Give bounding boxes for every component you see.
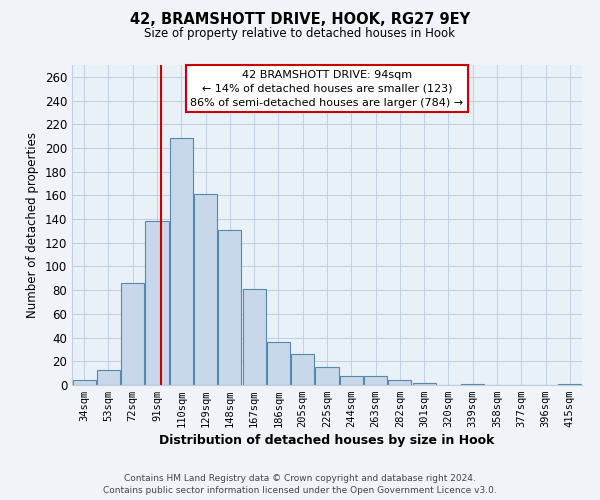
Text: 42, BRAMSHOTT DRIVE, HOOK, RG27 9EY: 42, BRAMSHOTT DRIVE, HOOK, RG27 9EY: [130, 12, 470, 28]
Bar: [267, 342, 290, 385]
Bar: [73, 380, 95, 385]
Bar: [121, 283, 144, 385]
Y-axis label: Number of detached properties: Number of detached properties: [26, 132, 39, 318]
Bar: [194, 194, 217, 385]
Bar: [218, 230, 241, 385]
Bar: [242, 289, 266, 385]
Bar: [559, 384, 581, 385]
Bar: [316, 367, 338, 385]
Bar: [170, 138, 193, 385]
Text: Size of property relative to detached houses in Hook: Size of property relative to detached ho…: [145, 28, 455, 40]
Bar: [97, 370, 120, 385]
Bar: [461, 384, 484, 385]
Text: 42 BRAMSHOTT DRIVE: 94sqm
← 14% of detached houses are smaller (123)
86% of semi: 42 BRAMSHOTT DRIVE: 94sqm ← 14% of detac…: [190, 70, 464, 108]
Bar: [145, 222, 169, 385]
Bar: [291, 354, 314, 385]
Bar: [364, 376, 387, 385]
Bar: [388, 380, 412, 385]
Bar: [413, 382, 436, 385]
Bar: [340, 376, 363, 385]
Text: Contains HM Land Registry data © Crown copyright and database right 2024.
Contai: Contains HM Land Registry data © Crown c…: [103, 474, 497, 495]
X-axis label: Distribution of detached houses by size in Hook: Distribution of detached houses by size …: [160, 434, 494, 448]
